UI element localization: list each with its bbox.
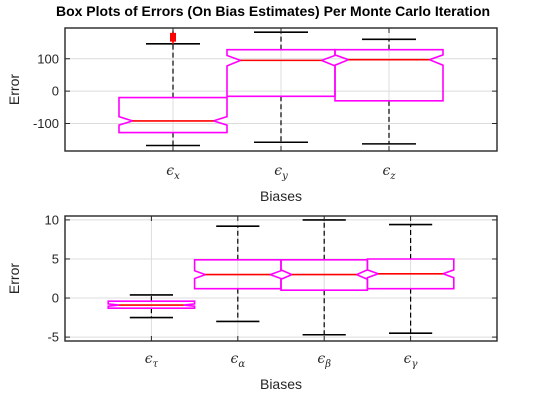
box-2 — [334, 38, 444, 145]
lower-box-plot: -5 0 5 10 ϵτ ϵα ϵβ ϵγ Biases Error — [6, 212, 498, 392]
y-tick-label: 5 — [52, 251, 59, 266]
box-body — [334, 48, 444, 102]
y-tick-label: 10 — [45, 212, 59, 227]
x-axis-label: Biases — [260, 188, 302, 204]
x-tick-label: ϵβ — [317, 351, 331, 370]
figure-title: Box Plots of Errors (On Bias Estimates) … — [56, 3, 490, 19]
y-tick-label: 100 — [37, 51, 59, 66]
x-tick-label: ϵx — [166, 163, 180, 182]
x-tick-label: ϵγ — [404, 351, 418, 370]
box-body — [107, 300, 196, 310]
x-tick-label: ϵz — [382, 163, 396, 182]
box-body — [366, 258, 455, 290]
box-0 — [107, 294, 196, 319]
y-axis-label: Error — [6, 263, 22, 294]
y-tick-label: -5 — [47, 330, 59, 345]
box-body — [118, 96, 228, 134]
y-axis-label: Error — [6, 74, 22, 105]
x-tick-label: ϵτ — [145, 351, 159, 370]
x-axis-label: Biases — [260, 376, 302, 392]
y-tick-label: -100 — [33, 116, 59, 131]
box-3 — [366, 223, 455, 334]
axes-frame — [64, 215, 498, 342]
y-tick-label: 0 — [52, 291, 59, 306]
upper-box-plot: -100 0 100 ϵx ϵy ϵz Biases Error — [6, 27, 498, 204]
y-tick-label: 0 — [52, 84, 59, 99]
x-tick-label: ϵy — [274, 163, 288, 182]
x-tick-label: ϵα — [230, 351, 245, 370]
box-0 — [118, 30, 228, 147]
